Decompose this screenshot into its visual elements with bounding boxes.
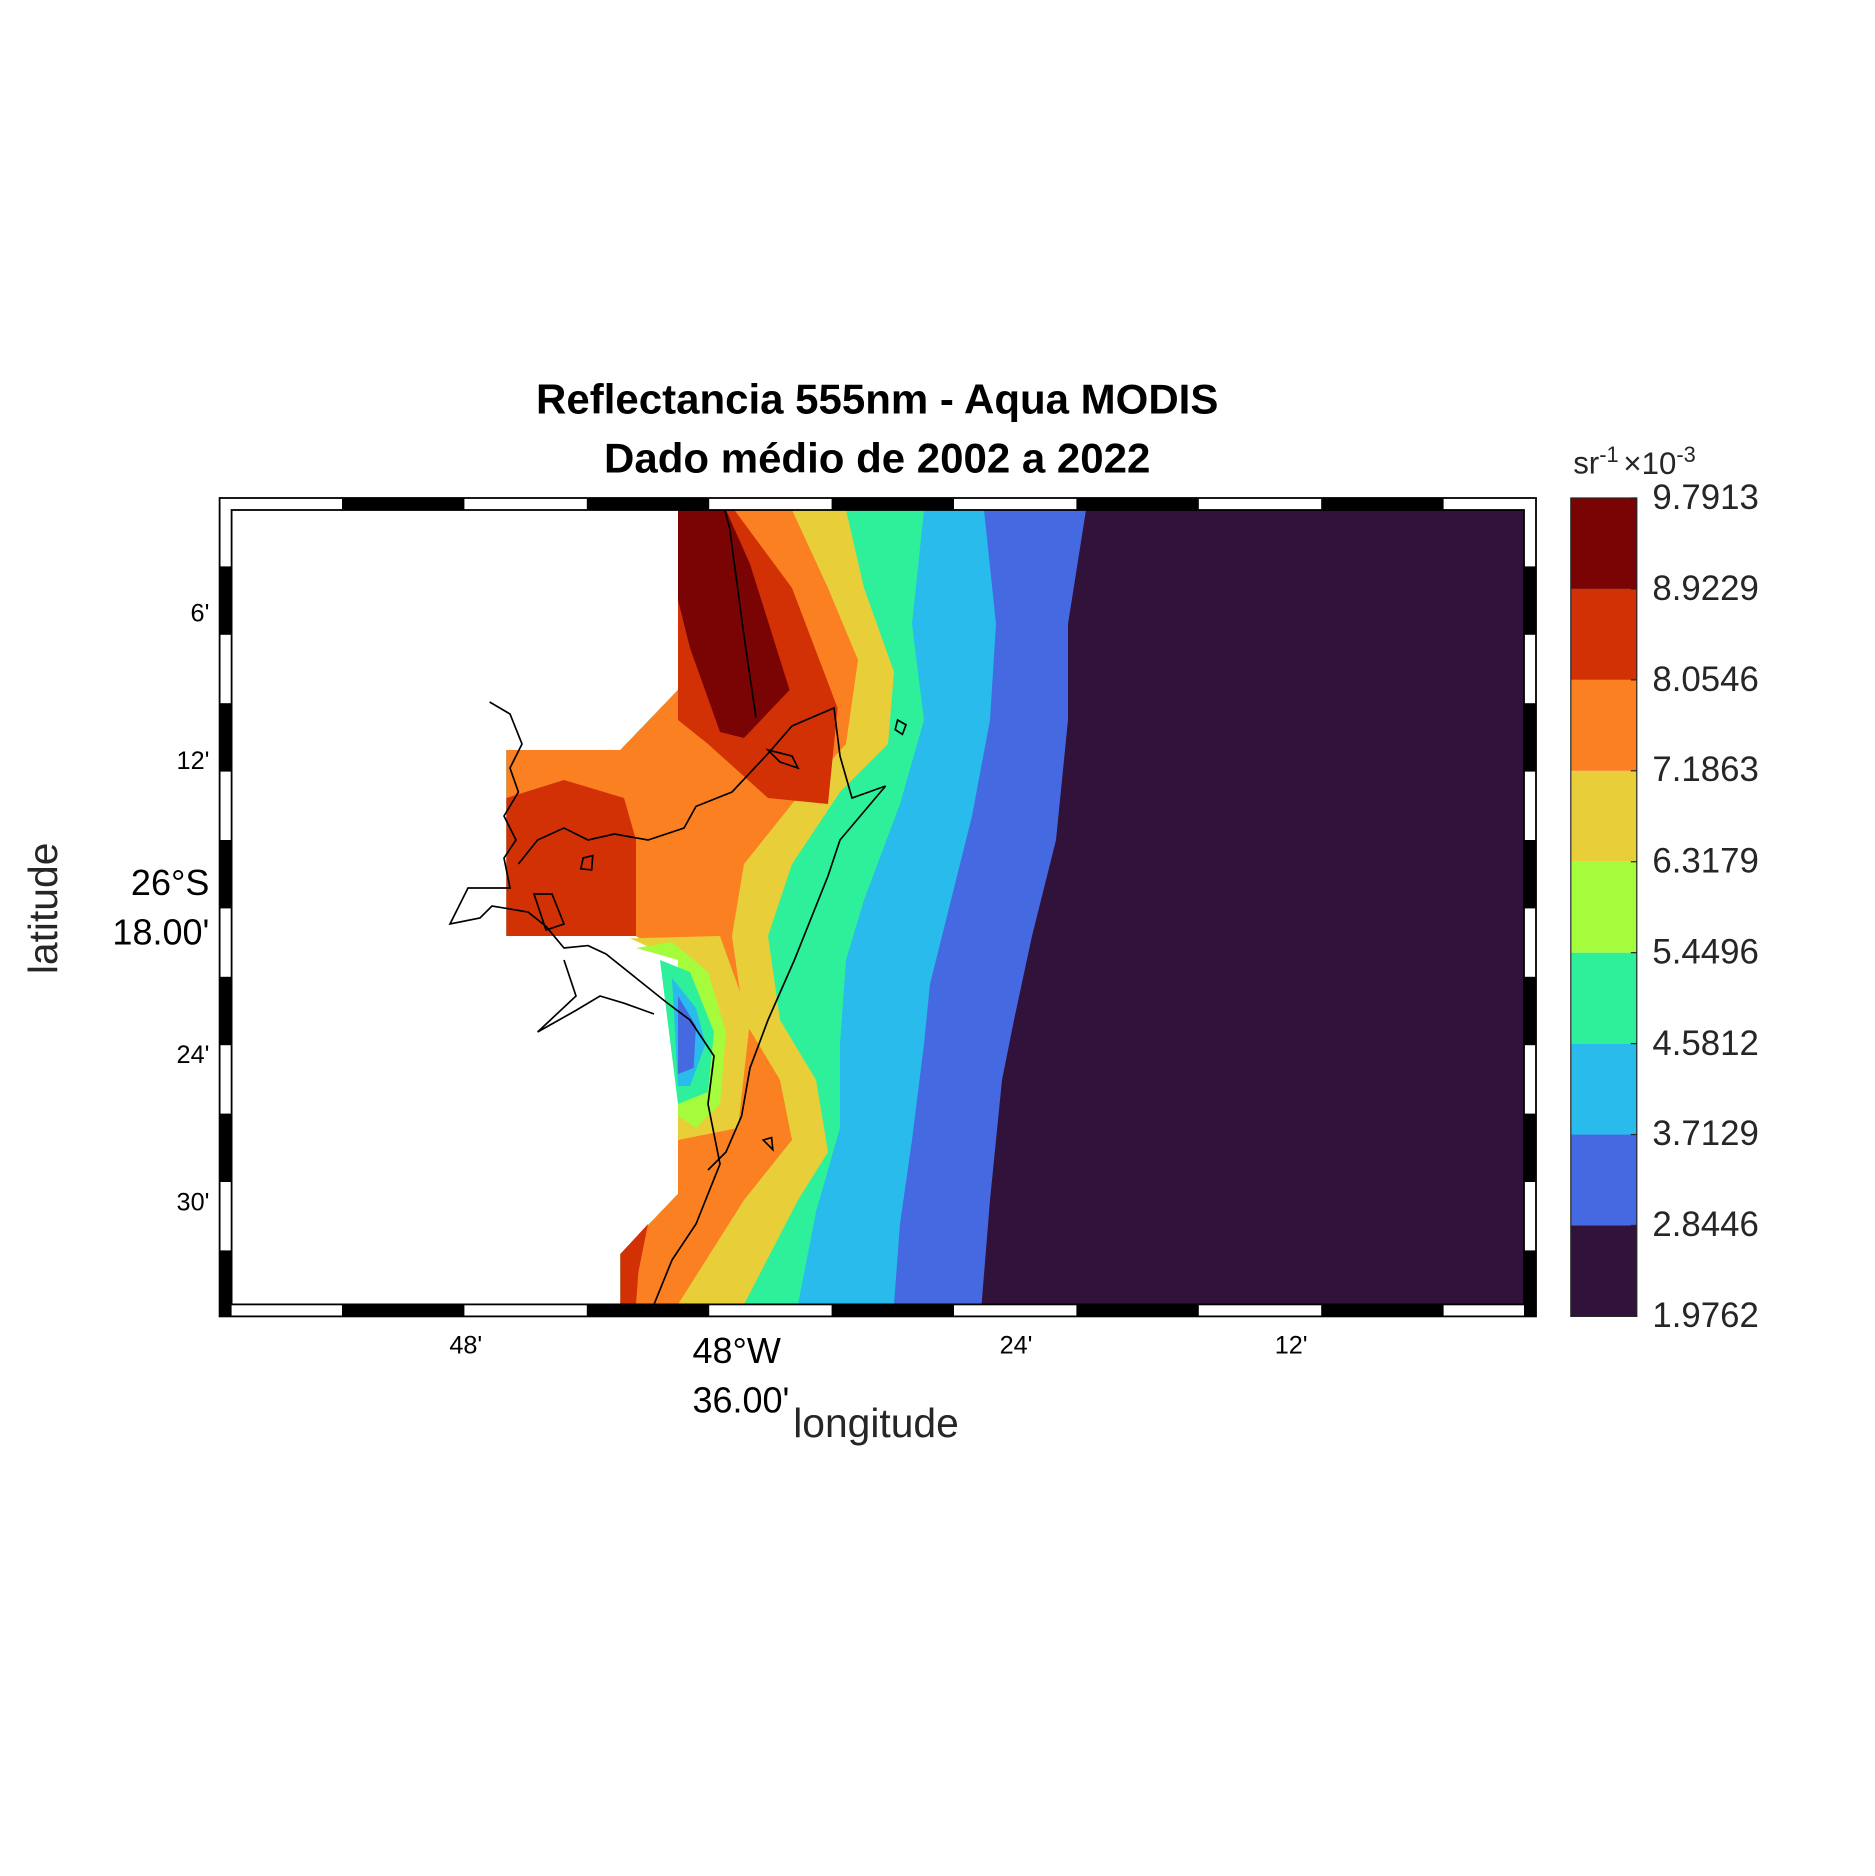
- x-tick-label: 12': [1274, 1332, 1308, 1360]
- colorbar-segment: [1570, 588, 1637, 680]
- frame-segment: [1524, 566, 1536, 635]
- coast: [579, 854, 594, 871]
- x-tick-label: 48°W 36.00': [692, 1332, 790, 1421]
- frame-segment: [1524, 1250, 1536, 1317]
- coast: [707, 785, 887, 1171]
- y-tick-label: 12': [176, 746, 210, 775]
- coast: [765, 748, 800, 770]
- coast: [894, 718, 908, 736]
- scale: ×10: [1623, 444, 1677, 481]
- contour-band: [678, 996, 696, 1074]
- coast: [761, 1136, 774, 1152]
- y-tick-label: 30': [176, 1188, 210, 1216]
- colorbar: [1570, 497, 1638, 1318]
- colorbar-label: 4.5812: [1652, 1024, 1759, 1063]
- colorbar-segment: [1570, 861, 1637, 953]
- x-tick-label: 48': [449, 1332, 483, 1360]
- map-frame: [218, 497, 1537, 1318]
- unit-exponent: -1: [1599, 442, 1619, 467]
- frame-segment: [831, 498, 955, 511]
- colorbar-unit: sr-1 ×10-3: [1573, 439, 1696, 486]
- x-axis-label: longitude: [793, 1400, 959, 1447]
- contour-band: [506, 780, 636, 937]
- frame-segment: [219, 1113, 232, 1182]
- frame-segment: [1321, 1304, 1444, 1317]
- colorbar-label: 8.0546: [1652, 660, 1759, 700]
- frame-segment: [1524, 1113, 1536, 1182]
- frame-segment: [219, 1250, 232, 1317]
- frame-segment: [586, 1304, 710, 1317]
- frame-segment: [1076, 498, 1199, 511]
- coast: [537, 959, 655, 1033]
- colorbar-segment: [1570, 1225, 1637, 1317]
- frame-segment: [219, 976, 232, 1046]
- colorbar-label: 3.7129: [1652, 1115, 1759, 1154]
- frame-segment: [219, 566, 232, 635]
- colorbar-segment: [1570, 1134, 1637, 1226]
- y-tick-label: 6': [190, 599, 210, 628]
- unit: sr: [1573, 444, 1600, 481]
- colorbar-label: 8.9229: [1652, 569, 1759, 609]
- frame-segment: [219, 840, 232, 909]
- colorbar-segment: [1570, 952, 1637, 1044]
- frame-segment: [219, 703, 232, 772]
- frame-segment: [1076, 1304, 1199, 1317]
- coast: [723, 510, 757, 718]
- colorbar-label: 9.7913: [1652, 478, 1759, 518]
- coastline: [448, 510, 908, 1305]
- frame-segment: [342, 1304, 465, 1317]
- contour-field: [506, 510, 1525, 1305]
- y-axis-label: latitude: [20, 842, 67, 975]
- frame-segment: [342, 498, 465, 511]
- colorbar-label: 5.4496: [1652, 933, 1759, 972]
- frame-segment: [1524, 840, 1536, 909]
- y-tick-label: 24': [176, 1041, 210, 1069]
- colorbar-label: 2.8446: [1652, 1206, 1759, 1245]
- colorbar-segment: [1570, 770, 1637, 862]
- colorbar-segment: [1570, 679, 1637, 771]
- colorbar-segment: [1570, 498, 1637, 589]
- frame-segment: [1321, 498, 1444, 511]
- colorbar-label: 7.1863: [1652, 751, 1759, 790]
- chart-title: Reflectancia 555nm - Aqua MODIS: [536, 376, 1219, 424]
- colorbar-label: 1.9762: [1652, 1297, 1759, 1336]
- scale-exponent: -3: [1676, 442, 1696, 467]
- colorbar-segment: [1570, 1043, 1637, 1135]
- frame-segment: [1524, 703, 1536, 772]
- coast: [532, 893, 566, 932]
- frame-segment: [831, 1304, 955, 1317]
- contour-band: [620, 1224, 648, 1305]
- frame-segment: [1524, 976, 1536, 1046]
- frame-segment: [586, 498, 710, 511]
- colorbar-label: 6.3179: [1652, 842, 1759, 881]
- colorbar-border: [1570, 497, 1638, 1318]
- coast: [448, 701, 721, 1305]
- chart-subtitle: Dado médio de 2002 a 2022: [604, 435, 1151, 482]
- y-tick-label: 26°S 18.00': [112, 864, 210, 953]
- coast: [517, 706, 886, 865]
- x-tick-label: 24': [999, 1332, 1033, 1360]
- contour-band: [678, 510, 790, 738]
